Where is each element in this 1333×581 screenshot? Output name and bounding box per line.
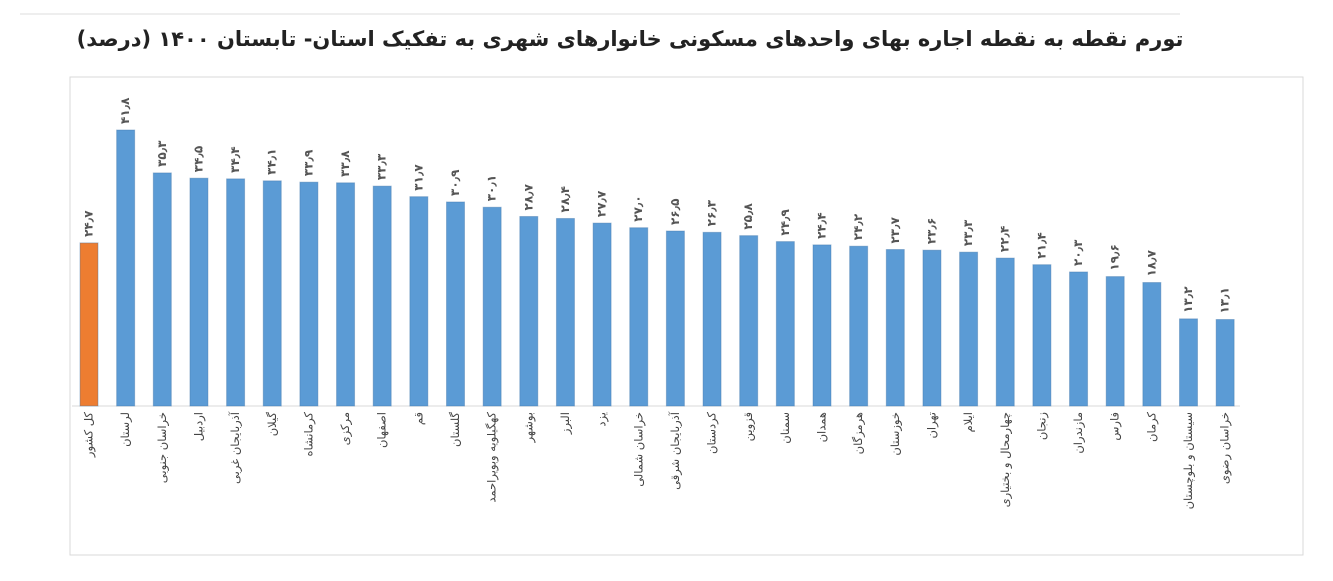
- value-label: ۲۰٫۳: [1071, 239, 1085, 266]
- value-label: ۱۹٫۶: [1108, 244, 1122, 270]
- category-label: کرمان: [1144, 411, 1159, 441]
- bar: [592, 222, 612, 407]
- category-label: لرستان: [118, 412, 133, 447]
- value-label: ۳۳٫۳: [375, 153, 389, 180]
- category-label: اصفهان: [375, 412, 389, 448]
- bar: [1142, 282, 1162, 407]
- value-label: ۲۷٫۰: [631, 195, 645, 221]
- bar: [189, 177, 209, 407]
- bar: [372, 185, 392, 407]
- bar: [995, 257, 1015, 407]
- category-label: زنجان: [1034, 412, 1049, 440]
- value-label: ۲۳٫۳: [961, 219, 975, 246]
- category-label: همدان: [815, 412, 829, 442]
- bar: [885, 249, 905, 407]
- value-label: ۳۵٫۳: [155, 140, 169, 167]
- bar: [665, 230, 685, 407]
- bar: [1105, 276, 1125, 407]
- bar: [1179, 318, 1198, 407]
- value-label: ۲۴٫۷: [82, 210, 96, 237]
- category-label: هرمزگان: [851, 412, 866, 454]
- value-label: ۳۳٫۸: [338, 150, 352, 177]
- bar: [446, 201, 465, 407]
- value-label: ۲۸٫۷: [521, 183, 535, 210]
- category-label: البرز: [558, 412, 573, 435]
- value-label: ۲۷٫۷: [595, 190, 609, 217]
- value-label: ۲۶٫۳: [705, 199, 719, 226]
- category-label: سیستان و بلوچستان: [1181, 412, 1196, 509]
- bar: [812, 244, 832, 407]
- bar: [1215, 319, 1235, 407]
- value-label: ۲۴٫۲: [851, 213, 865, 240]
- value-label: ۳۰٫۱: [485, 175, 499, 201]
- value-label: ۳۴٫۴: [228, 146, 242, 172]
- category-label: ایلام: [961, 412, 975, 432]
- value-label: ۲۱٫۴: [1034, 232, 1048, 258]
- value-label: ۲۲٫۴: [998, 226, 1012, 252]
- chart-title: تورم نقطه به نقطه اجاره بهای واحدهای مسک…: [77, 27, 1184, 51]
- bar: [1032, 264, 1052, 407]
- value-label: ۳۴٫۵: [191, 146, 205, 172]
- value-label: ۲۴٫۴: [815, 212, 829, 238]
- bar: [226, 178, 246, 407]
- category-label: آذربایجان شرقی: [668, 411, 683, 490]
- bar: [79, 242, 99, 407]
- category-label: قزوین: [741, 412, 756, 441]
- category-label: تهران: [924, 412, 939, 439]
- value-label: ۲۵٫۸: [741, 203, 755, 230]
- category-label: قم: [411, 412, 425, 425]
- category-label: مازندران: [1071, 412, 1086, 454]
- category-label: مرکزی: [338, 412, 353, 445]
- bar: [959, 251, 979, 407]
- category-label: کهگیلویه وبویراحمد: [485, 411, 500, 502]
- bar: [152, 172, 172, 407]
- category-label: خوزستان: [888, 412, 903, 456]
- bar: [849, 245, 869, 407]
- bar: [482, 206, 502, 407]
- category-label: اردبیل: [191, 412, 206, 441]
- value-label: ۱۳٫۲: [1181, 286, 1195, 313]
- bar: [116, 129, 136, 407]
- bar: [409, 196, 429, 407]
- category-label: کرمانشاه: [301, 411, 316, 456]
- category-label: آذربایجان غربی: [228, 411, 243, 484]
- category-label: خراسان جنوبی: [155, 412, 170, 483]
- bar: [555, 217, 575, 407]
- value-label: ۲۶٫۵: [668, 199, 682, 225]
- value-label: ۲۸٫۴: [558, 186, 572, 212]
- value-label: ۴۱٫۸: [118, 97, 132, 124]
- value-label: ۳۳٫۹: [301, 149, 315, 176]
- category-label: گیلان: [265, 411, 279, 436]
- bar: [739, 235, 759, 407]
- value-label: ۳۴٫۱: [265, 148, 279, 174]
- category-label: خراسان شمالی: [631, 412, 646, 487]
- bar: [519, 215, 539, 407]
- bar: [336, 182, 356, 407]
- category-label: گلستان: [448, 411, 462, 446]
- value-label: ۲۴٫۹: [778, 208, 792, 235]
- bar: [922, 249, 942, 407]
- category-label: یزد: [595, 412, 610, 427]
- bar: [1069, 271, 1089, 407]
- plot-frame: [69, 76, 1304, 556]
- value-label: ۳۰٫۹: [448, 169, 462, 196]
- category-label: سمنان: [778, 412, 792, 444]
- category-label: کردستان: [705, 411, 720, 454]
- bar: [262, 180, 282, 407]
- category-label: کل کشور: [82, 411, 97, 458]
- value-label: ۲۳٫۶: [924, 218, 938, 244]
- category-label: فارس: [1108, 412, 1123, 441]
- value-label: ۳۱٫۷: [411, 164, 425, 191]
- category-label: خراسان رضوی: [1218, 412, 1233, 484]
- value-label: ۱۸٫۷: [1144, 249, 1158, 276]
- bar: [629, 227, 649, 407]
- value-label: ۲۳٫۷: [888, 216, 902, 243]
- category-label: چهارمحال و بختیاری: [998, 412, 1013, 507]
- bar: [775, 241, 795, 407]
- category-label: بوشهر: [521, 412, 536, 443]
- bar: [702, 231, 722, 407]
- value-label: ۱۳٫۱: [1218, 287, 1232, 313]
- bar: [299, 181, 319, 407]
